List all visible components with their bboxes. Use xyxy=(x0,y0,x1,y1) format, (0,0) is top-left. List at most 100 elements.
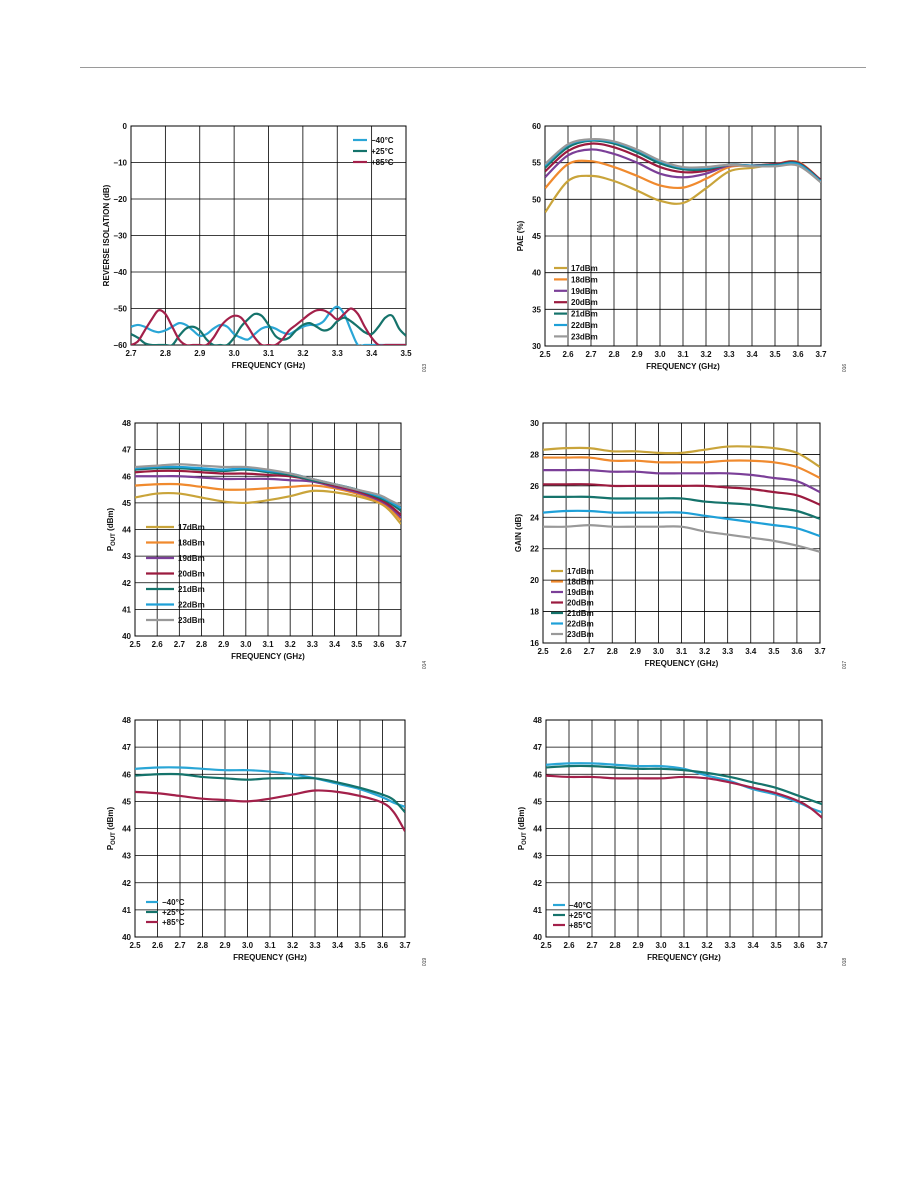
y-tick-label: 45 xyxy=(122,797,131,806)
series-line xyxy=(135,469,401,516)
series-line xyxy=(546,774,822,819)
series-line xyxy=(546,764,822,806)
legend-label: 21dBm xyxy=(571,310,598,319)
y-tick-label: 42 xyxy=(533,879,542,888)
x-tick-label: 3.4 xyxy=(746,350,758,359)
y-tick-label: 40 xyxy=(533,933,542,942)
x-tick-label: 3.0 xyxy=(654,350,666,359)
y-tick-label: 46 xyxy=(122,472,131,481)
x-tick-label: 3.2 xyxy=(700,350,712,359)
x-tick-label: 2.7 xyxy=(584,647,596,656)
x-tick-label: 3.0 xyxy=(653,647,665,656)
legend-label: 17dBm xyxy=(567,567,594,576)
y-tick-label: 35 xyxy=(532,305,541,314)
x-tick-label: 2.8 xyxy=(196,640,208,649)
x-tick-label: 2.9 xyxy=(631,350,643,359)
legend-label: 20dBm xyxy=(178,570,205,579)
y-tick-label: 18 xyxy=(530,608,539,617)
y-axis-label-unit: (dBm) xyxy=(106,806,115,832)
y-tick-label: 40 xyxy=(122,632,131,641)
y-tick-label: −10 xyxy=(113,159,127,168)
legend-label: −40°C xyxy=(162,898,185,907)
x-tick-label: 2.5 xyxy=(129,941,141,950)
x-tick-label: 2.9 xyxy=(630,647,642,656)
y-tick-label: 30 xyxy=(530,419,539,428)
y-tick-label: 24 xyxy=(530,513,539,522)
header-rule xyxy=(80,67,866,68)
x-tick-label: 3.2 xyxy=(701,941,713,950)
series-line xyxy=(135,766,405,808)
pae-chart: 2.5 2.6 2.7 2.8 2.9 3.0 3.1 3.2 3.3 3.4 3.5 3.6 3.7 3… xyxy=(516,122,848,373)
y-tick-label: 26 xyxy=(530,482,539,491)
y-axis-label: POUT (dBm) xyxy=(106,507,117,551)
y-tick-label: 50 xyxy=(532,195,541,204)
y-tick-label: 41 xyxy=(122,605,131,614)
x-tick-label: 3.4 xyxy=(745,647,757,656)
legend-label: 19dBm xyxy=(178,554,205,563)
legend-label: 21dBm xyxy=(567,609,594,618)
series-line xyxy=(543,468,820,494)
y-tick-label: 45 xyxy=(533,797,542,806)
y-axis-label-unit: (dBm) xyxy=(517,806,526,832)
legend-label: +85°C xyxy=(371,158,394,167)
figure-id: 014 xyxy=(422,661,428,670)
y-tick-label: 42 xyxy=(122,579,131,588)
y-axis-label-subscript: OUT xyxy=(522,832,528,845)
y-tick-label: 40 xyxy=(122,933,131,942)
legend-label: +85°C xyxy=(569,921,592,930)
y-tick-label: 46 xyxy=(533,770,542,779)
series-line xyxy=(543,524,820,553)
x-tick-label: 3.4 xyxy=(329,640,341,649)
y-tick-label: −20 xyxy=(113,195,127,204)
x-axis-label: FREQUENCY (GHz) xyxy=(647,953,721,962)
x-tick-label: 3.2 xyxy=(297,349,309,358)
y-axis-label: REVERSE ISOLATION (dB) xyxy=(102,184,111,286)
x-tick-label: 3.3 xyxy=(309,941,321,950)
x-tick-label: 3.3 xyxy=(722,647,734,656)
pout-vs-input-power-chart: 2.5 2.6 2.7 2.8 2.9 3.0 3.1 3.2 3.3 3.4 3.5 3.6 3.7 4… xyxy=(106,419,428,670)
y-tick-label: 47 xyxy=(533,743,542,752)
series-line xyxy=(543,483,820,506)
y-axis-label-subscript: OUT xyxy=(111,533,117,546)
x-tick-label: 3.0 xyxy=(242,941,254,950)
legend-label: −40°C xyxy=(371,136,394,145)
y-tick-label: −40 xyxy=(113,268,127,277)
x-tick-label: 3.2 xyxy=(699,647,711,656)
x-tick-label: 2.8 xyxy=(608,350,620,359)
y-axis-label-main: P xyxy=(106,844,115,850)
legend-label: +25°C xyxy=(162,908,185,917)
y-tick-label: 44 xyxy=(122,825,131,834)
y-tick-label: 42 xyxy=(122,879,131,888)
y-tick-label: 0 xyxy=(123,122,128,131)
legend-label: 21dBm xyxy=(178,585,205,594)
x-tick-label: 3.7 xyxy=(814,647,826,656)
x-tick-label: 3.5 xyxy=(400,349,412,358)
y-tick-label: 47 xyxy=(122,743,131,752)
x-tick-label: 2.6 xyxy=(152,941,164,950)
y-tick-label: 28 xyxy=(530,450,539,459)
x-tick-label: 2.9 xyxy=(194,349,206,358)
legend-label: 20dBm xyxy=(571,298,598,307)
y-axis-label: POUT (dBm) xyxy=(106,806,117,850)
legend-label: +25°C xyxy=(569,911,592,920)
y-tick-label: 43 xyxy=(122,852,131,861)
x-tick-label: 2.7 xyxy=(586,941,598,950)
y-tick-label: −50 xyxy=(113,305,127,314)
x-axis-label: FREQUENCY (GHz) xyxy=(233,953,307,962)
figure-id: 018 xyxy=(842,958,848,967)
series-line xyxy=(131,307,406,345)
x-tick-label: 2.9 xyxy=(219,941,231,950)
x-tick-label: 3.7 xyxy=(815,350,827,359)
legend-label: 17dBm xyxy=(571,264,598,273)
y-tick-label: 41 xyxy=(533,906,542,915)
y-tick-label: 44 xyxy=(533,825,542,834)
figure-id: 016 xyxy=(842,364,848,373)
x-tick-label: 3.5 xyxy=(769,350,781,359)
y-tick-label: 48 xyxy=(533,716,542,725)
series-line xyxy=(543,456,820,479)
series-line xyxy=(543,495,820,520)
x-tick-label: 3.5 xyxy=(354,941,366,950)
x-tick-label: 3.3 xyxy=(332,349,344,358)
x-tick-label: 3.6 xyxy=(377,941,389,950)
legend-label: 22dBm xyxy=(571,321,598,330)
